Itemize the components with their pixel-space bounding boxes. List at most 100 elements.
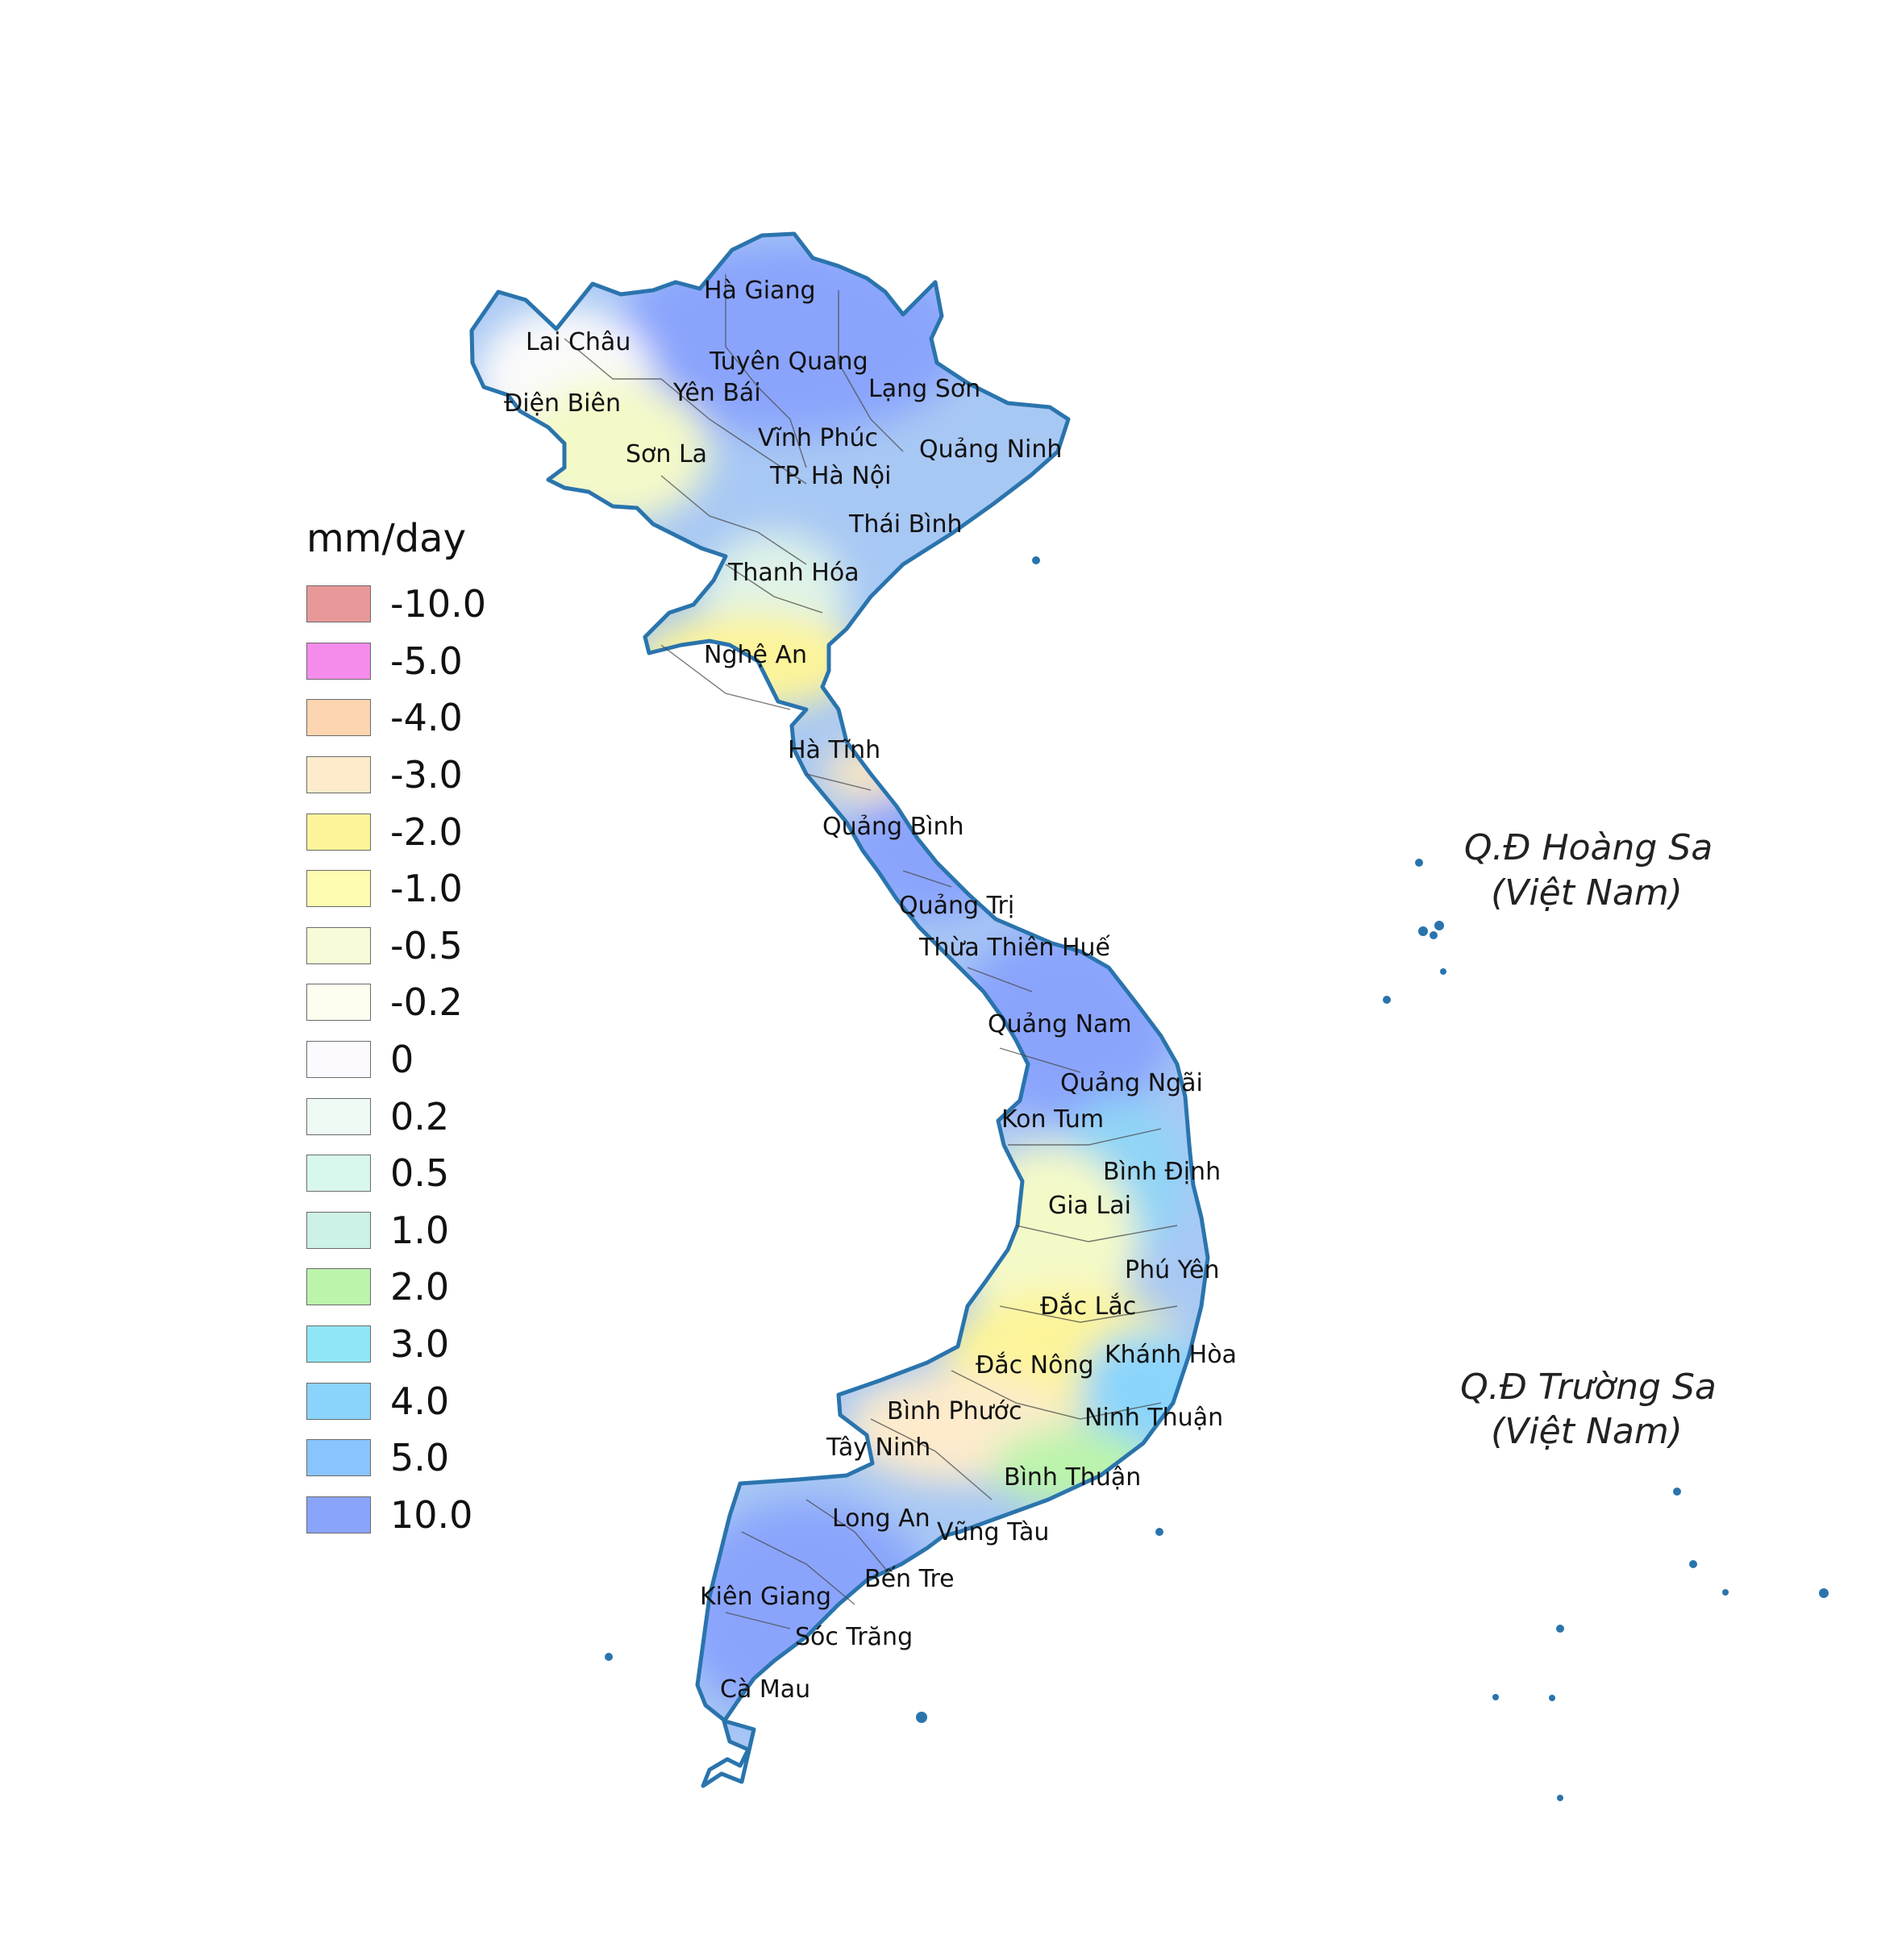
legend-items: -10.0 -5.0 -4.0 -3.0 -2.0 -1.0 -0.5 -0.2 0 0.2 0.5… <box>306 576 548 1543</box>
legend-item: -1.0 <box>306 860 548 918</box>
legend-item: 5.0 <box>306 1429 548 1487</box>
legend-swatch <box>306 926 371 964</box>
label-tuyen-quang: Tuyên Quang <box>709 347 868 376</box>
label-quang-binh: Quảng Bình <box>822 813 964 841</box>
legend-item: -2.0 <box>306 803 548 860</box>
legend-swatch <box>306 1211 371 1249</box>
label-hoang-sa-country: (Việt Nam) <box>1491 872 1683 913</box>
label-lang-son: Lạng Sơn <box>868 375 980 403</box>
island-dot-truongsa-8 <box>1557 1795 1563 1801</box>
label-quang-ngai: Quảng Ngãi <box>1060 1069 1203 1097</box>
label-dien-bien: Điện Biên <box>504 389 621 418</box>
island-dot-truongsa-7 <box>1492 1694 1499 1700</box>
legend-label: 3.0 <box>390 1322 450 1367</box>
legend: mm/day -10.0 -5.0 -4.0 -3.0 -2.0 -1.0 -0.5 -0.2… <box>306 516 548 1543</box>
island-dot-hoangsa-2 <box>1418 926 1428 936</box>
label-yen-bai: Yên Bái <box>672 379 761 407</box>
legend-swatch <box>306 870 371 908</box>
label-thua-thien-hue: Thừa Thiên Huế <box>918 934 1111 962</box>
island-dot-hoangsa-4 <box>1430 931 1438 939</box>
legend-label: 5.0 <box>390 1436 450 1480</box>
legend-item: -0.2 <box>306 974 548 1031</box>
legend-swatch <box>306 813 371 851</box>
legend-swatch <box>306 1496 371 1533</box>
label-quang-nam: Quảng Nam <box>988 1010 1132 1038</box>
legend-item: -0.5 <box>306 918 548 975</box>
label-binh-thuan: Bình Thuận <box>1004 1463 1141 1492</box>
legend-item: 3.0 <box>306 1316 548 1373</box>
label-vinh-phuc: Vĩnh Phúc <box>758 424 878 452</box>
label-ha-noi: TP. Hà Nội <box>769 462 891 490</box>
legend-label: -5.0 <box>390 639 463 683</box>
legend-label: 4.0 <box>390 1379 450 1423</box>
island-dot-truongsa-6 <box>1549 1695 1555 1701</box>
legend-swatch <box>306 984 371 1022</box>
legend-swatch <box>306 1041 371 1079</box>
archipelago-labels: Q.Đ Hoàng Sa (Việt Nam) Q.Đ Trường Sa (V… <box>1460 827 1717 1452</box>
legend-item: 2.0 <box>306 1259 548 1316</box>
legend-label: -4.0 <box>390 696 463 740</box>
legend-swatch <box>306 1097 371 1135</box>
label-tay-ninh: Tây Ninh <box>826 1434 930 1462</box>
legend-label: -10.0 <box>390 582 487 626</box>
label-ca-mau: Cà Mau <box>720 1675 810 1704</box>
legend-item: 10.0 <box>306 1487 548 1544</box>
legend-label: 0.2 <box>390 1094 450 1138</box>
legend-label: 0.5 <box>390 1151 450 1196</box>
legend-swatch <box>306 699 371 737</box>
legend-swatch <box>306 585 371 623</box>
legend-swatch <box>306 1155 371 1192</box>
island-dot-north <box>1032 556 1040 564</box>
province-labels: Hà Giang Lai Châu Tuyên Quang Điện Biên … <box>504 277 1237 1704</box>
island-dot-truongsa-3 <box>1722 1589 1729 1596</box>
label-thai-binh: Thái Bình <box>848 510 963 539</box>
legend-item: 0.2 <box>306 1088 548 1145</box>
legend-swatch <box>306 642 371 680</box>
label-truong-sa: Q.Đ Trường Sa <box>1460 1367 1717 1408</box>
label-ha-tinh: Hà Tĩnh <box>788 736 880 764</box>
label-kien-giang: Kiên Giang <box>700 1583 831 1611</box>
label-ninh-thuan: Ninh Thuận <box>1084 1404 1223 1432</box>
legend-swatch <box>306 1382 371 1420</box>
label-thanh-hoa: Thanh Hóa <box>727 559 859 587</box>
island-dot-south-3 <box>605 1653 613 1661</box>
label-quang-tri: Quảng Trị <box>899 892 1014 920</box>
island-dot-hoangsa-6 <box>1440 968 1446 975</box>
island-dot-truongsa-4 <box>1819 1588 1829 1598</box>
legend-swatch <box>306 756 371 794</box>
field-northeast <box>613 242 968 435</box>
label-son-la: Sơn La <box>626 440 707 468</box>
label-soc-trang: Sóc Trăng <box>795 1623 913 1651</box>
label-quang-ninh: Quảng Ninh <box>919 435 1062 464</box>
island-dots <box>605 556 1829 1801</box>
legend-label: 0 <box>390 1038 414 1082</box>
legend-swatch <box>306 1268 371 1306</box>
legend-label: 1.0 <box>390 1208 450 1252</box>
label-ha-giang: Hà Giang <box>704 277 816 305</box>
label-dac-nong: Đắc Nông <box>976 1351 1094 1379</box>
legend-label: -2.0 <box>390 809 463 854</box>
label-vung-tau: Vũng Tàu <box>937 1518 1049 1546</box>
island-dot-truongsa-1 <box>1673 1488 1681 1496</box>
label-khanh-hoa: Khánh Hòa <box>1105 1341 1237 1369</box>
label-gia-lai: Gia Lai <box>1048 1192 1131 1220</box>
label-kon-tum: Kon Tum <box>1001 1105 1104 1134</box>
label-dac-lac: Đắc Lắc <box>1040 1292 1136 1321</box>
legend-label: -0.2 <box>390 980 463 1025</box>
legend-item: 0.5 <box>306 1145 548 1202</box>
label-nghe-an: Nghệ An <box>704 641 807 669</box>
island-dot-hoangsa-3 <box>1434 921 1444 930</box>
legend-swatch <box>306 1439 371 1477</box>
legend-title: mm/day <box>306 516 466 561</box>
island-dot-truongsa-5 <box>1556 1625 1564 1633</box>
label-binh-phuoc: Bình Phước <box>887 1397 1022 1425</box>
legend-label: 2.0 <box>390 1265 450 1309</box>
legend-label: 10.0 <box>390 1492 473 1537</box>
vietnam-outline <box>469 231 1210 1788</box>
island-dot-south-1 <box>916 1712 927 1723</box>
label-phu-yen: Phú Yên <box>1125 1256 1219 1284</box>
legend-item: -5.0 <box>306 633 548 690</box>
legend-item: -3.0 <box>306 747 548 804</box>
legend-label: -0.5 <box>390 923 463 968</box>
